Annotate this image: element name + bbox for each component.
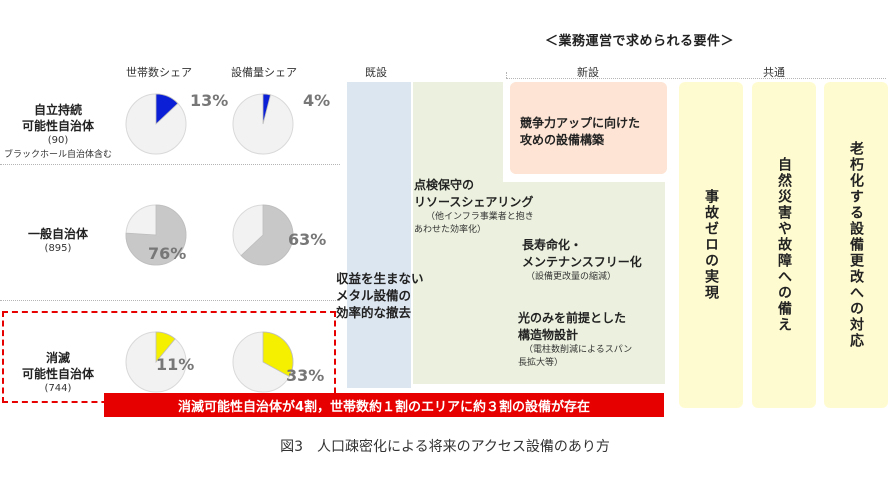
withdraw-line1: 収益を生まない	[336, 271, 424, 286]
maintenance-line2: リソースシェアリング	[414, 195, 534, 209]
row3-count: (744)	[44, 383, 72, 394]
longevity-text: 長寿命化・ メンテナンスフリー化 （設備更改量の縮減）	[522, 237, 642, 284]
withdraw-line2: メタル設備の	[336, 288, 412, 303]
maintenance-note2: あわせた効率化）	[414, 225, 487, 235]
competitive-text: 競争力アップに向けた 攻めの設備構築	[520, 115, 640, 149]
pct-row1-household: 13%	[190, 91, 229, 110]
row3-label: 消滅 可能性自治体 (744)	[0, 350, 116, 396]
pie-row3-household	[125, 331, 187, 393]
pct-row2-household: 76%	[148, 244, 187, 263]
col-existing: 既設	[365, 66, 387, 79]
pct-row1-equipment: 4%	[303, 91, 331, 110]
figure-caption: 図3 人口疎密化による将来のアクセス設備のあり方	[280, 439, 610, 455]
row2-label: 一般自治体 (895)	[0, 226, 116, 256]
optical-note2: 長拡大等）	[518, 358, 564, 368]
existing-column-bar	[347, 82, 411, 388]
withdraw-text: 収益を生まない メタル設備の 効率的な撤去	[336, 270, 424, 321]
col-household-share: 世帯数シェア	[126, 66, 192, 79]
longevity-note: （設備更改量の縮減）	[526, 272, 617, 282]
withdraw-line3: 効率的な撤去	[336, 305, 412, 320]
pie-row1-equipment	[232, 93, 294, 155]
pct-row3-household: 11%	[156, 355, 195, 374]
competitive-line2: 攻めの設備構築	[520, 133, 605, 147]
pie-row3-equipment	[232, 331, 294, 393]
pct-row3-equipment: 33%	[286, 366, 325, 385]
disaster-bar: 自然災害や故障への備え	[752, 82, 816, 408]
row-divider-2	[0, 300, 340, 301]
row2-name-line1: 一般自治体	[27, 227, 88, 241]
row1-note: ブラックホール自治体含む	[3, 150, 112, 160]
competitive-line1: 競争力アップに向けた	[520, 116, 641, 130]
maintenance-text: 点検保守の リソースシェアリング （他インフラ事業者と抱き あわせた効率化）	[414, 177, 534, 237]
zero-accident-bar: 事故ゼロの実現	[679, 82, 743, 408]
pie-slice	[240, 204, 294, 266]
optical-line1: 光のみを前提とした	[518, 311, 627, 325]
optical-text: 光のみを前提とした 構造物設計 （電柱数削減によるスパン 長拡大等）	[518, 310, 632, 370]
longevity-line1: 長寿命化・	[522, 238, 583, 252]
optical-note1: （電柱数削減によるスパン	[524, 345, 633, 355]
requirements-title: ＜業務運営で求められる要件＞	[545, 34, 735, 49]
row-divider-1	[0, 164, 340, 165]
green-region	[413, 82, 665, 384]
pct-row2-equipment: 63%	[288, 230, 327, 249]
pie-slice	[262, 93, 271, 125]
maintenance-line1: 点検保守の	[414, 178, 475, 192]
aging-bar: 老朽化する設備更改への対応	[824, 82, 888, 408]
col-common: 共通	[763, 66, 785, 79]
row2-count: (895)	[44, 243, 72, 254]
pie-row2-equipment	[232, 204, 294, 266]
header-divider-tick	[506, 72, 507, 78]
header-divider	[506, 78, 886, 79]
row1-label: 自立持続 可能性自治体 (90) ブラックホール自治体含む	[0, 102, 116, 162]
pie-slice	[155, 93, 179, 125]
row1-name-line2: 可能性自治体	[21, 119, 94, 133]
row1-count: (90)	[47, 135, 69, 146]
pie-row1-household	[125, 93, 187, 155]
col-equipment-share: 設備量シェア	[231, 66, 297, 79]
pie-row2-household	[125, 204, 187, 266]
pie-slice	[262, 331, 294, 377]
longevity-line2: メンテナンスフリー化	[522, 255, 642, 269]
competitive-box	[510, 82, 667, 174]
optical-line2: 構造物設計	[518, 328, 579, 342]
summary-banner: 消滅可能性自治体が4割，世帯数約１割のエリアに約３割の設備が存在	[104, 393, 664, 417]
row1-name-line1: 自立持続	[33, 103, 82, 117]
pie-slice	[125, 204, 187, 266]
row3-name-line1: 消滅	[45, 351, 70, 365]
row3-name-line2: 可能性自治体	[21, 367, 94, 381]
maintenance-note1: （他インフラ事業者と抱き	[426, 212, 534, 222]
col-new: 新設	[577, 66, 599, 79]
pie-slice	[155, 331, 176, 364]
